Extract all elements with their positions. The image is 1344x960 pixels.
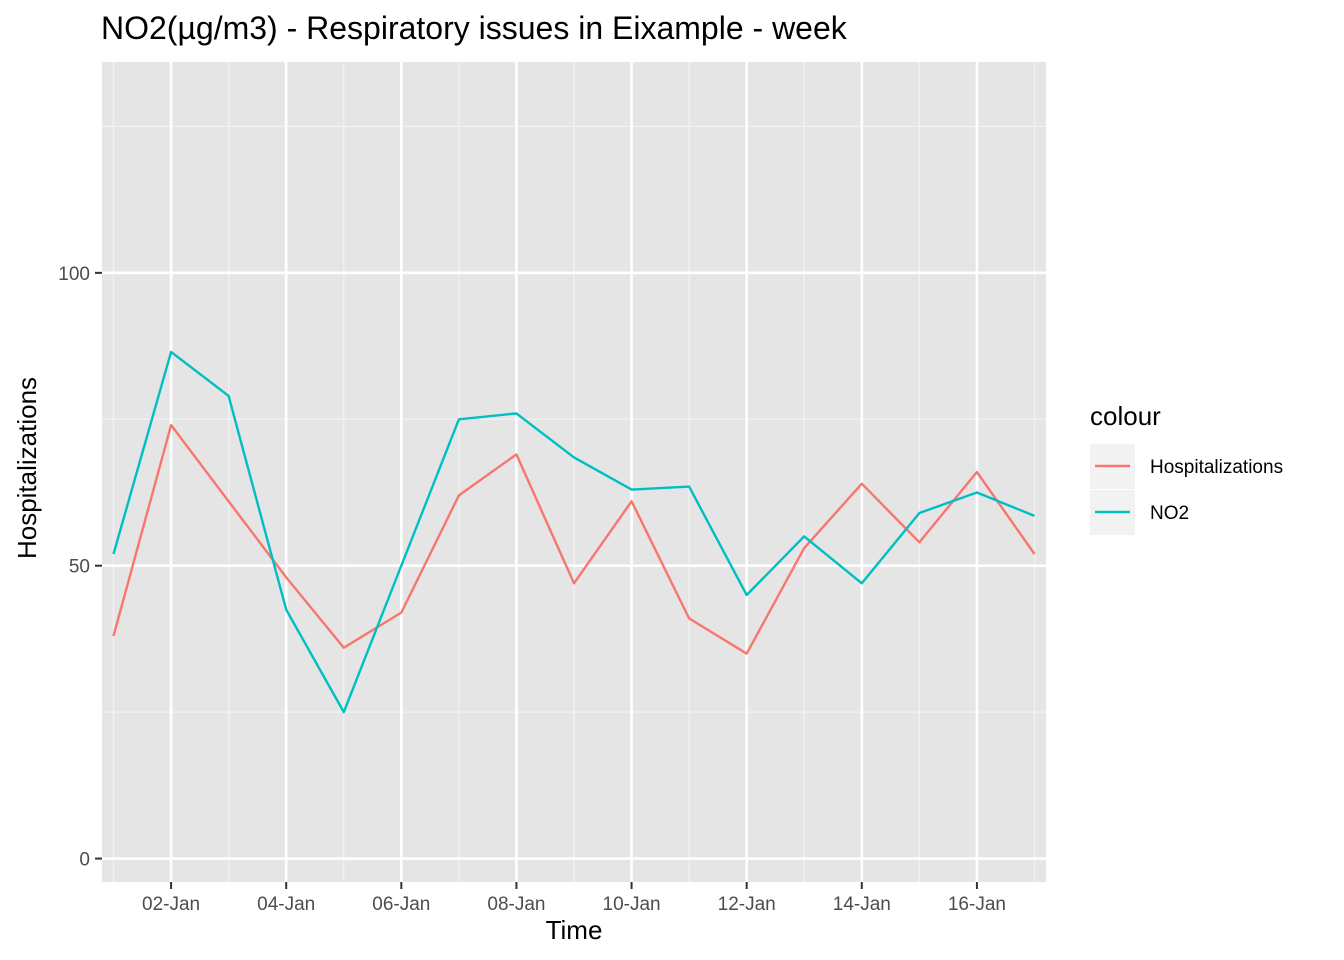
x-tick-label: 02-Jan — [142, 894, 200, 915]
series-line-no2 — [112, 350, 1035, 714]
legend-title: colour — [1090, 401, 1161, 431]
y-tick-label: 50 — [69, 557, 90, 578]
x-tick-label: 16-Jan — [948, 894, 1006, 915]
series-line-hospitalizations — [112, 423, 1036, 655]
legend-items: Hospitalizations NO2 — [1090, 444, 1283, 535]
major-gridlines — [102, 62, 1046, 882]
x-axis: 02-Jan 04-Jan 06-Jan 08-Jan 10-Jan 12-Jan 14-J… — [142, 882, 1006, 915]
y-tick-label: 0 — [79, 850, 90, 871]
y-tick-label: 100 — [58, 264, 90, 285]
x-tick-label: 06-Jan — [372, 894, 430, 915]
legend: colour Hospitalizations NO2 — [1090, 401, 1283, 535]
chart-title: NO2(µg/m3) - Respiratory issues in Eixam… — [101, 10, 848, 46]
x-tick-label: 12-Jan — [718, 894, 776, 915]
legend-label: NO2 — [1150, 503, 1189, 524]
y-axis: 0 50 100 — [58, 264, 102, 871]
x-axis-title: Time — [546, 915, 603, 945]
y-axis-title: Hospitalizations — [12, 377, 42, 559]
x-tick-label: 08-Jan — [487, 894, 545, 915]
minor-gridlines — [102, 62, 1046, 882]
legend-label: Hospitalizations — [1150, 457, 1283, 478]
x-tick-label: 04-Jan — [257, 894, 315, 915]
x-tick-label: 14-Jan — [833, 894, 891, 915]
series-lines — [112, 350, 1036, 714]
x-tick-label: 10-Jan — [603, 894, 661, 915]
